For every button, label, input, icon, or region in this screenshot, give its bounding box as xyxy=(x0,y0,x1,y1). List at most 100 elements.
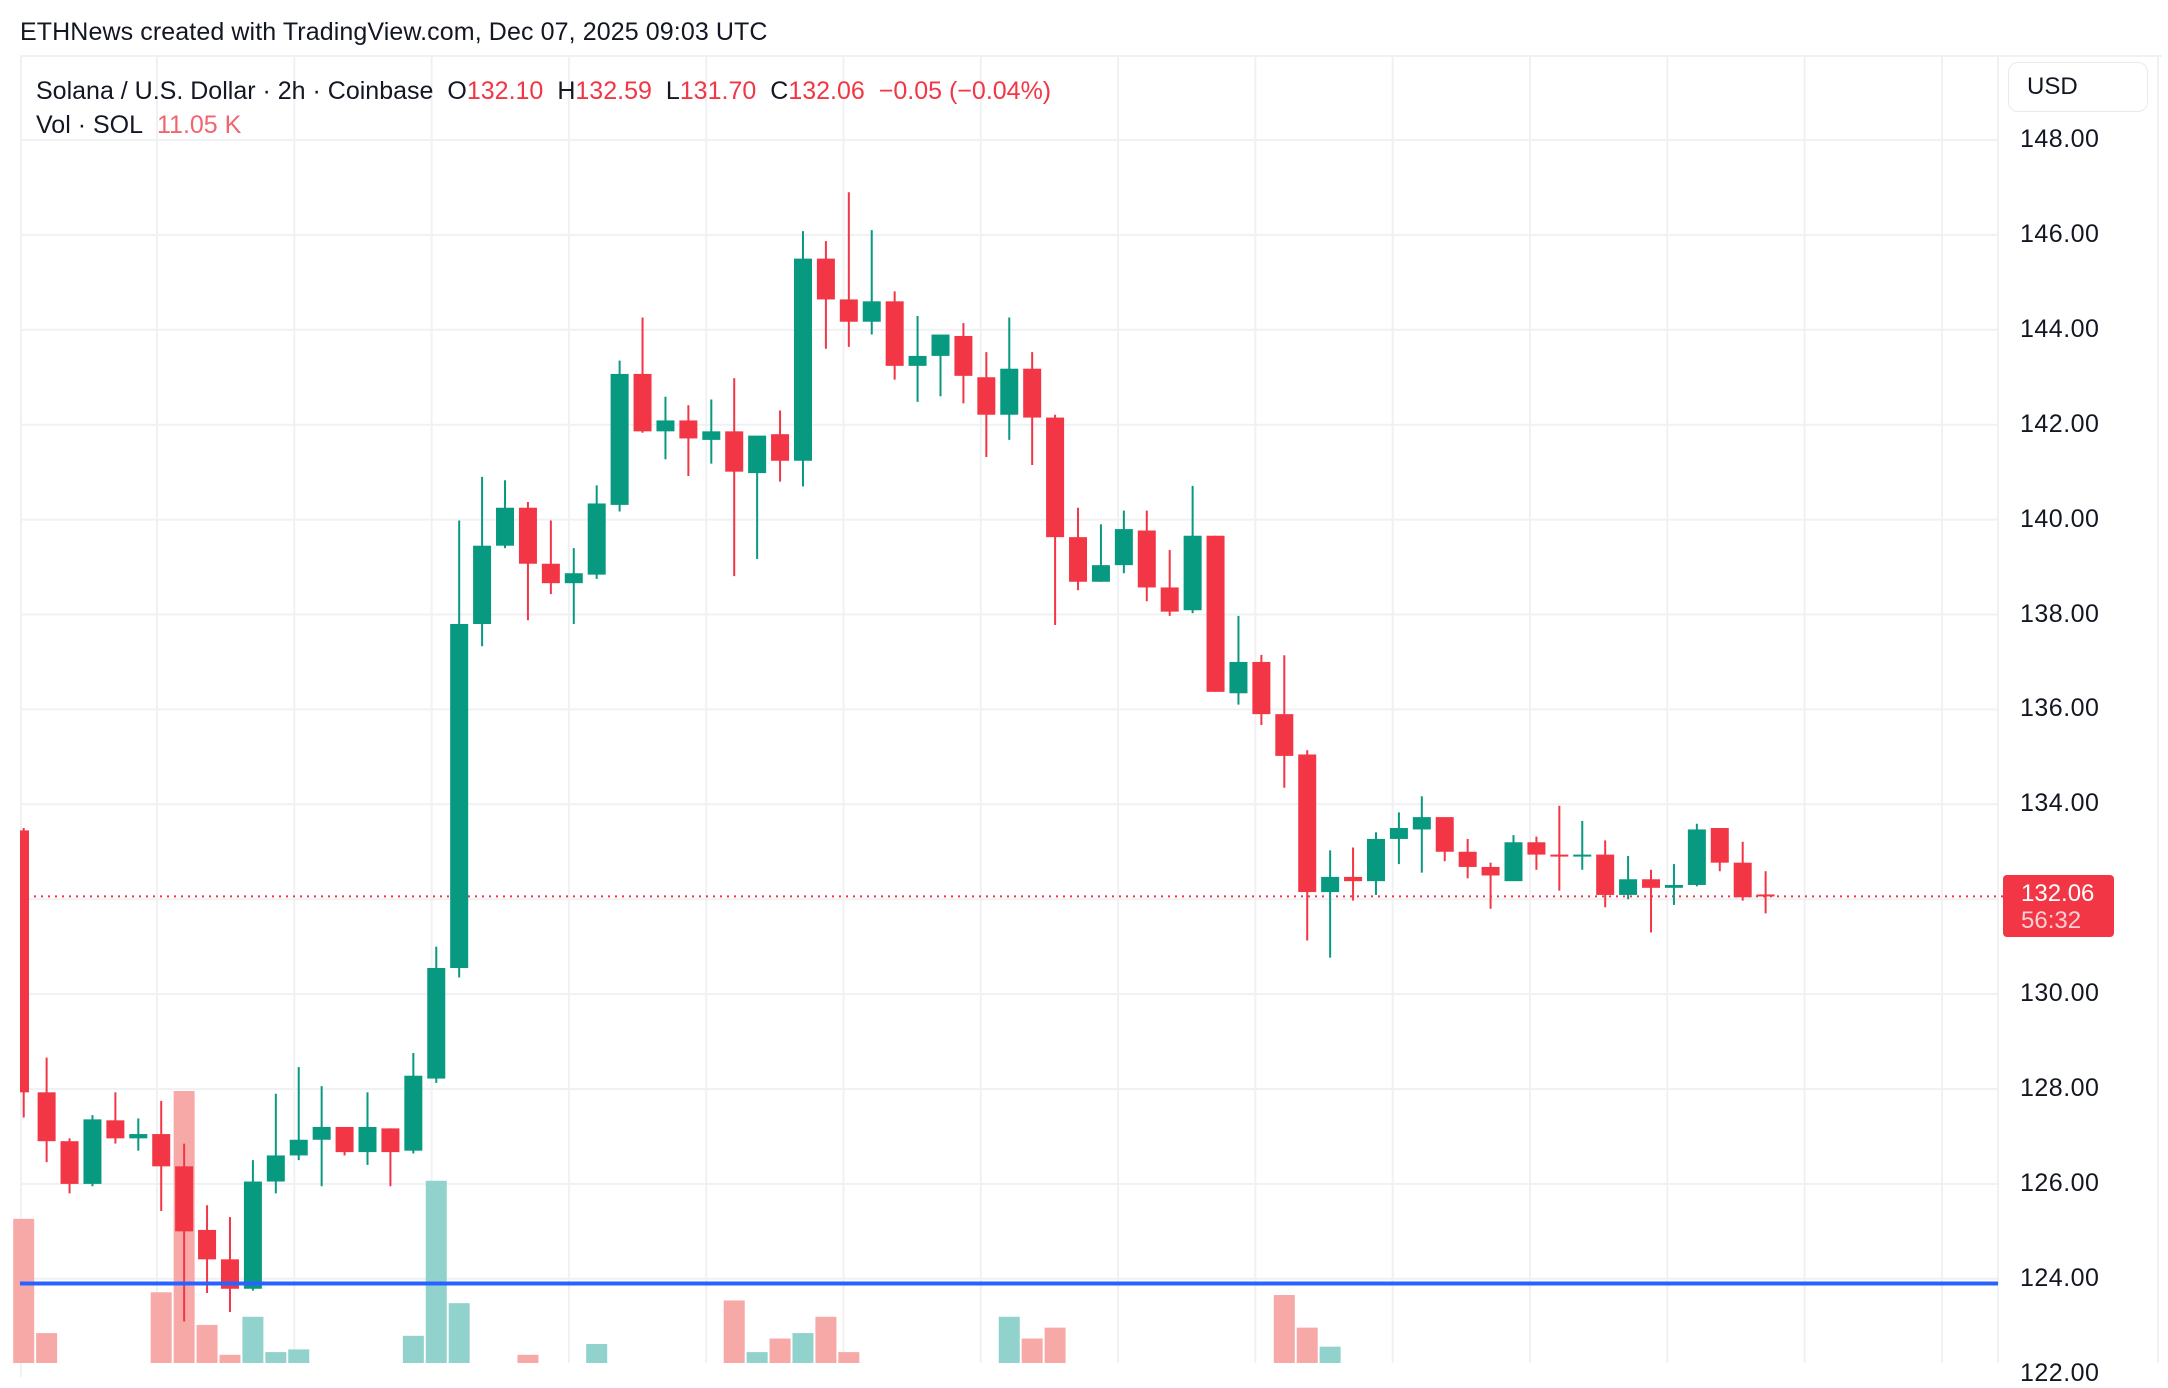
candle-down xyxy=(518,507,537,564)
candle-down xyxy=(1206,535,1225,692)
price-axis-tick: 130.00 xyxy=(2020,979,2100,1008)
volume-bar xyxy=(586,1343,608,1363)
price-axis-tick: 136.00 xyxy=(2020,694,2100,723)
price-axis-tick: 134.00 xyxy=(2020,789,2100,818)
candle-up xyxy=(1412,817,1431,830)
candle-up xyxy=(1504,842,1523,882)
volume-bar xyxy=(36,1333,58,1363)
candle-down xyxy=(1252,661,1271,715)
low-label: L xyxy=(665,77,680,105)
candle-down xyxy=(885,301,904,366)
candle-up xyxy=(1619,879,1638,895)
close-value: 132.06 xyxy=(788,77,865,105)
symbol-title[interactable]: Solana / U.S. Dollar · 2h · Coinbase xyxy=(36,77,434,105)
legend-volume-row: Vol · SOL 11.05 K xyxy=(36,108,1051,142)
high-label: H xyxy=(557,77,576,105)
candle-down xyxy=(152,1134,171,1167)
candle-down xyxy=(1046,417,1065,538)
candle-up xyxy=(1229,661,1248,694)
candle-up xyxy=(496,507,515,546)
candle-up xyxy=(427,968,446,1079)
candle-down xyxy=(37,1092,56,1142)
volume-bar xyxy=(769,1338,791,1363)
candle-down xyxy=(1733,862,1752,898)
candle-down xyxy=(20,830,29,1093)
candle-up xyxy=(1183,535,1202,611)
volume-bar xyxy=(1319,1346,1341,1363)
volume-bar xyxy=(402,1335,424,1363)
price-axis-tick: 148.00 xyxy=(2020,125,2100,153)
candle-down xyxy=(220,1259,239,1289)
candle-down xyxy=(541,563,560,584)
chart-credit: ETHNews created with TradingView.com, De… xyxy=(20,18,768,46)
volume-bar xyxy=(815,1316,837,1363)
candle-up xyxy=(266,1155,285,1182)
chart-legend: Solana / U.S. Dollar · 2h · Coinbase O 1… xyxy=(36,74,1051,142)
candle-up xyxy=(1573,854,1592,857)
volume-bar xyxy=(1273,1295,1295,1363)
candle-down xyxy=(1710,828,1729,863)
volume-bar xyxy=(425,1180,447,1363)
candle-up xyxy=(702,431,721,440)
volume-bar xyxy=(998,1316,1020,1363)
candle-up xyxy=(656,420,675,432)
candle-up xyxy=(358,1126,377,1153)
volume-bar xyxy=(288,1349,310,1363)
change-value: −0.05 (−0.04%) xyxy=(878,77,1052,105)
candle-down xyxy=(106,1120,125,1139)
candle-down xyxy=(954,335,973,376)
candle-up xyxy=(587,503,606,575)
candle-up xyxy=(610,373,629,505)
price-axis-tick: 126.00 xyxy=(2020,1168,2100,1197)
volume-bar xyxy=(242,1316,264,1363)
candle-down xyxy=(1596,854,1615,895)
open-value: 132.10 xyxy=(466,77,544,105)
volume-bar xyxy=(1296,1327,1318,1363)
candle-up xyxy=(1366,838,1385,882)
candle-down xyxy=(335,1126,354,1153)
volume-bar xyxy=(13,1218,35,1363)
volume-bar xyxy=(219,1354,241,1363)
candle-up xyxy=(931,334,950,356)
candle-down xyxy=(1756,894,1775,897)
volume-bar xyxy=(746,1352,768,1363)
currency-selector[interactable]: USD xyxy=(2008,62,2148,112)
volume-bar xyxy=(1021,1338,1043,1363)
candle-down xyxy=(1137,530,1156,588)
legend-symbol-row: Solana / U.S. Dollar · 2h · Coinbase O 1… xyxy=(36,74,1051,108)
volume-label[interactable]: Vol · SOL xyxy=(36,111,143,139)
chart-right-border xyxy=(2157,55,2159,1363)
candle-up xyxy=(862,301,881,322)
volume-bar xyxy=(1044,1327,1066,1363)
low-value: 131.70 xyxy=(679,77,757,105)
price-axis-tick: 128.00 xyxy=(2020,1074,2100,1102)
candle-up xyxy=(450,623,469,969)
candle-down xyxy=(1344,876,1363,882)
candle-up xyxy=(1687,829,1706,885)
volume-bar xyxy=(150,1292,172,1363)
bar-countdown: 56:32 xyxy=(2021,907,2082,934)
candle-up xyxy=(473,545,492,624)
candle-up xyxy=(1000,368,1019,415)
price-axis-tick: 122.00 xyxy=(2020,1358,2100,1387)
volume-bar xyxy=(448,1303,470,1363)
candle-up xyxy=(129,1134,148,1139)
last-price-value: 132.06 xyxy=(2021,880,2095,907)
candle-up xyxy=(1389,828,1408,839)
open-label: O xyxy=(447,77,467,105)
candle-down xyxy=(1160,587,1179,612)
candle-up xyxy=(1091,565,1110,582)
volume-bar xyxy=(265,1352,287,1363)
candle-down xyxy=(1481,866,1500,876)
price-axis-tick: 146.00 xyxy=(2020,219,2100,248)
candle-up xyxy=(748,435,767,474)
candle-down xyxy=(1527,842,1546,855)
price-axis-tick: 140.00 xyxy=(2020,504,2100,533)
candle-up xyxy=(289,1139,308,1156)
candle-down xyxy=(1642,879,1661,888)
candle-down xyxy=(1298,754,1317,893)
candle-up xyxy=(564,573,583,584)
volume-bar xyxy=(723,1300,745,1363)
candle-down xyxy=(839,299,858,322)
